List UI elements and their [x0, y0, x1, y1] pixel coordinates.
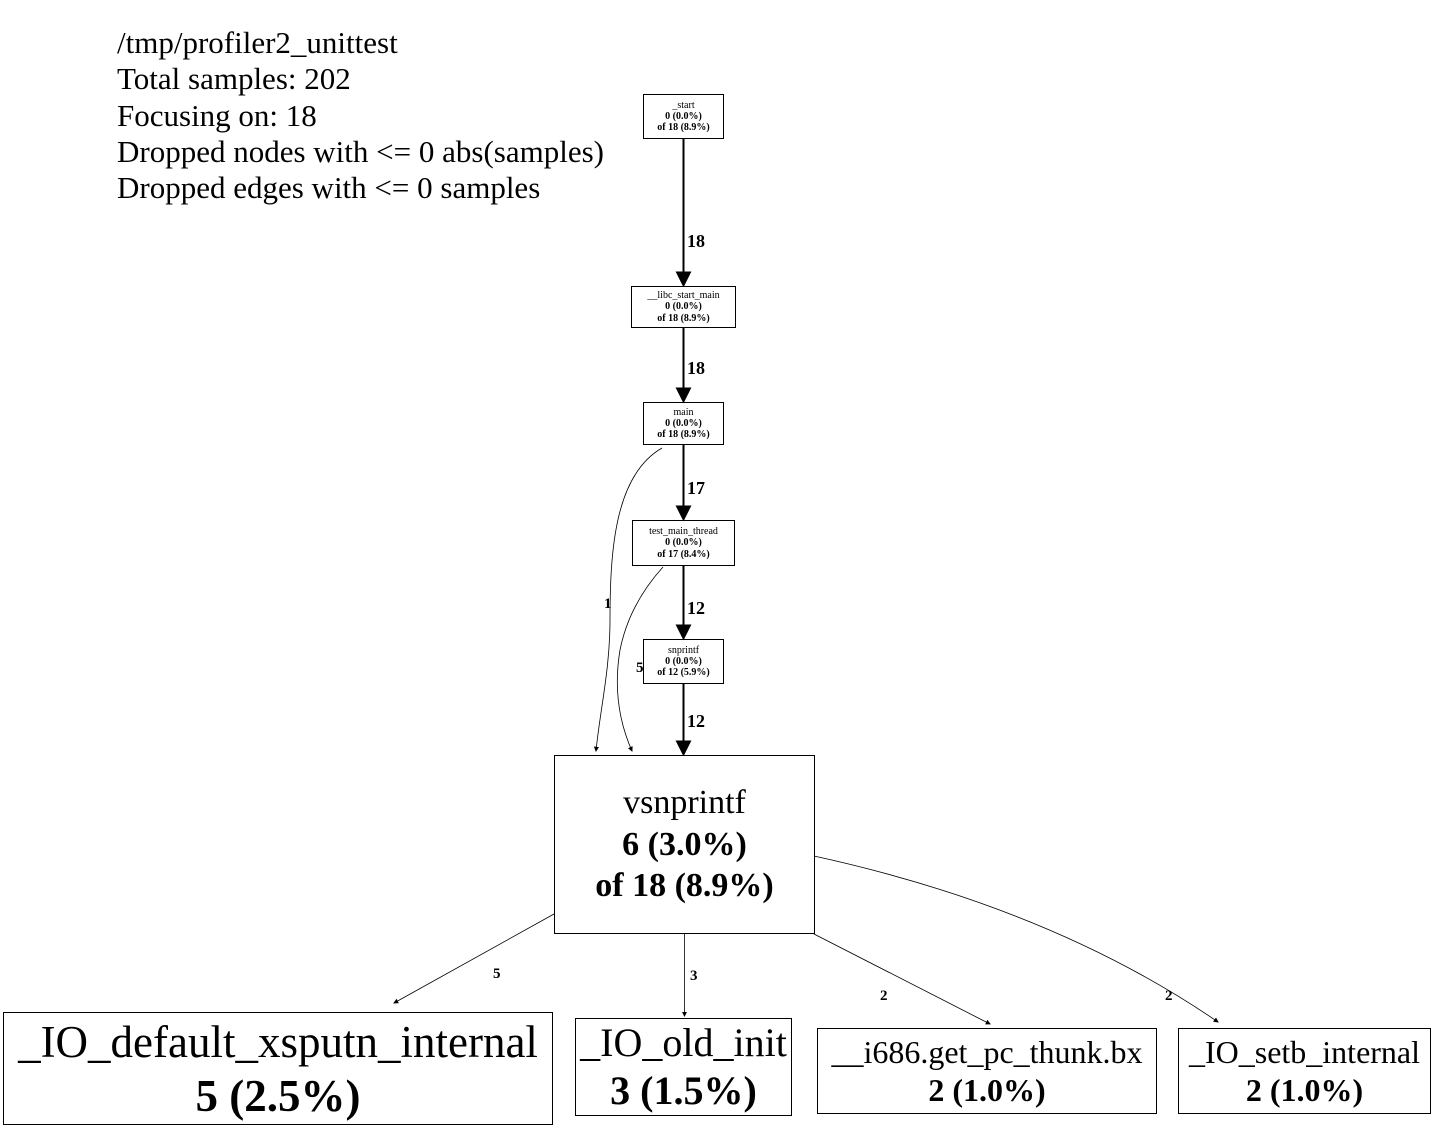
svg-text:2: 2	[1165, 988, 1173, 1004]
svg-text:18: 18	[687, 358, 705, 378]
svg-text:3: 3	[690, 968, 698, 984]
svg-text:17: 17	[687, 478, 705, 498]
svg-text:5: 5	[493, 966, 501, 982]
svg-text:1: 1	[604, 596, 612, 612]
svg-text:2: 2	[880, 988, 888, 1004]
svg-text:12: 12	[687, 711, 705, 731]
svg-text:18: 18	[687, 231, 705, 251]
svg-text:12: 12	[687, 598, 705, 618]
